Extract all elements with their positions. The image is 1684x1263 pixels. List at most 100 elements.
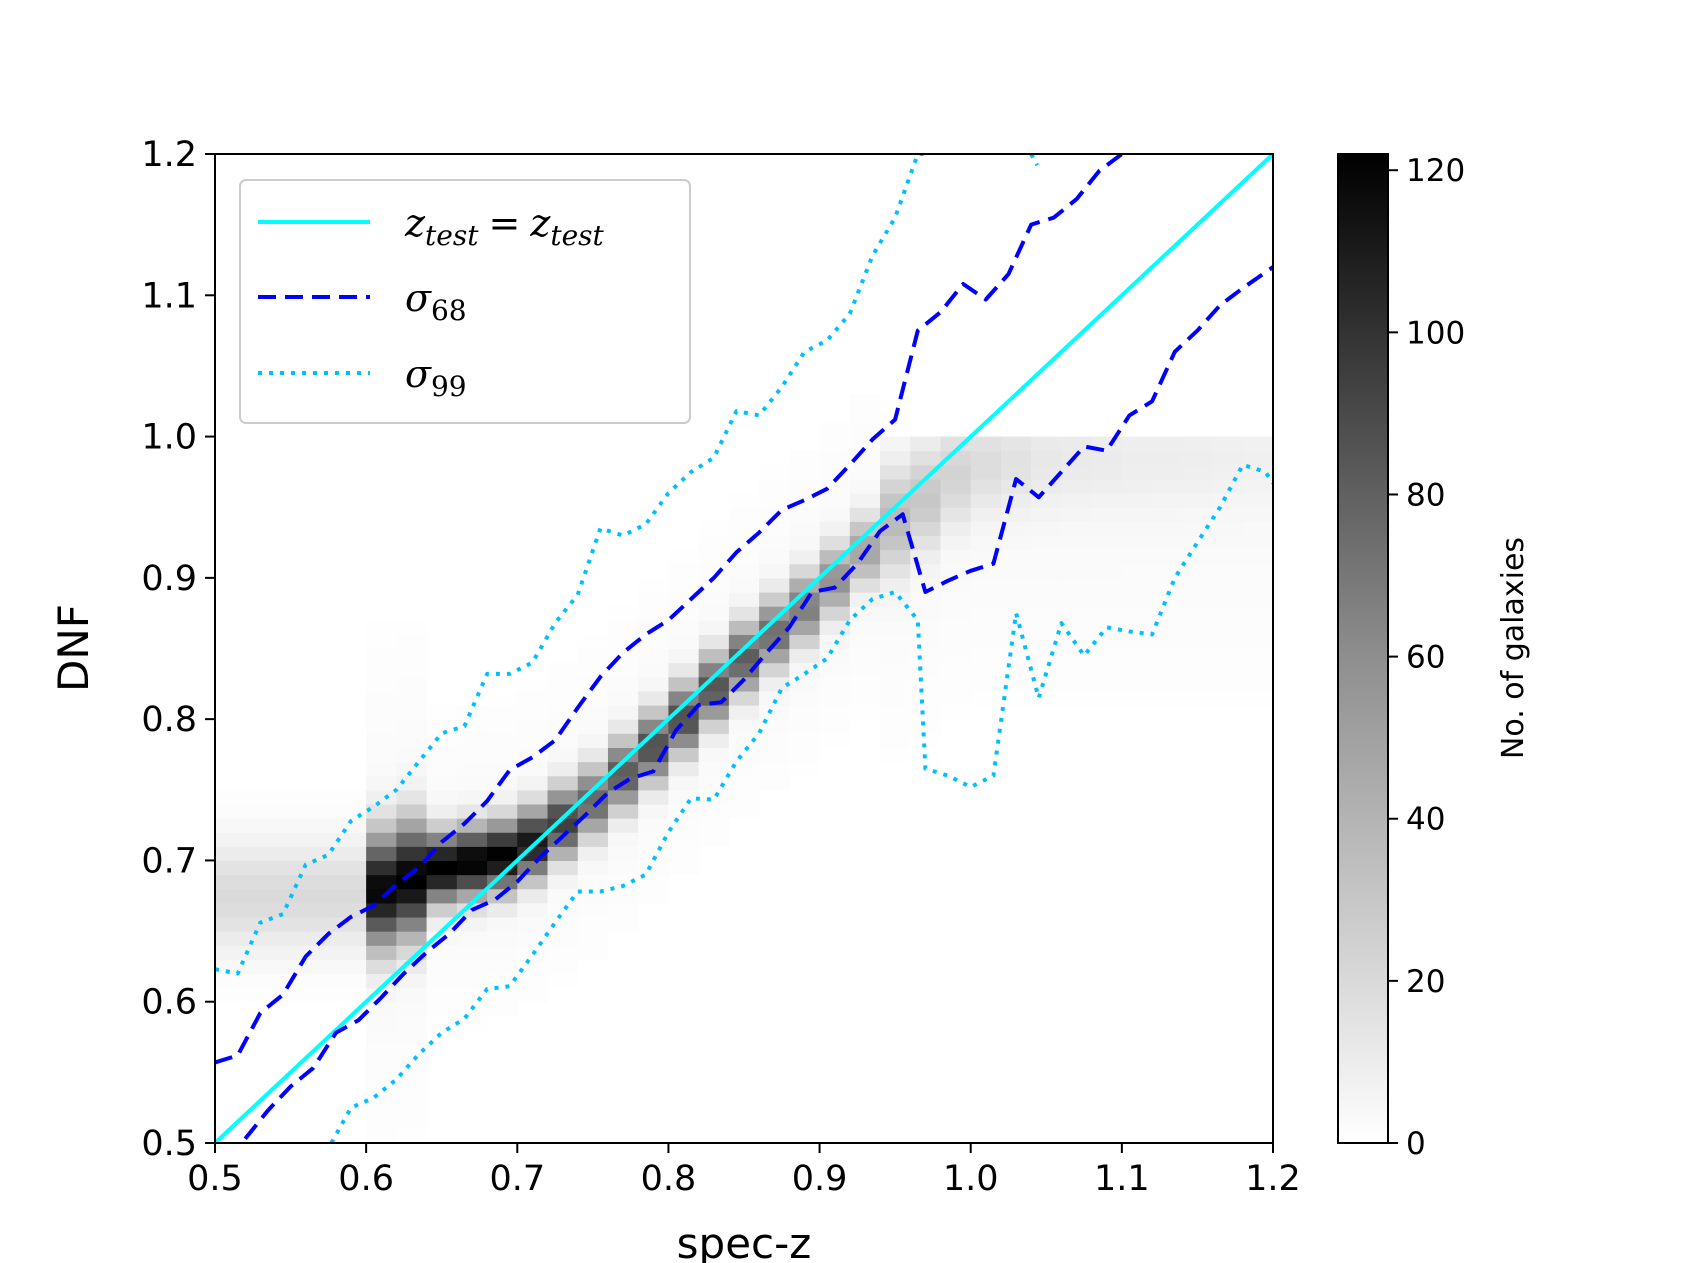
heatmap-cell xyxy=(1121,648,1153,664)
heatmap-cell xyxy=(456,860,488,876)
heatmap-cell xyxy=(1091,634,1123,650)
heatmap-cell xyxy=(577,634,609,650)
heatmap-cell xyxy=(607,874,639,890)
heatmap-cell xyxy=(789,507,821,522)
heatmap-cell xyxy=(366,803,397,819)
heatmap-cell xyxy=(366,846,397,862)
heatmap-cell xyxy=(366,1058,397,1073)
heatmap-cell xyxy=(849,478,881,494)
heatmap-cell xyxy=(577,705,609,720)
heatmap-cell xyxy=(607,620,639,635)
heatmap-cell xyxy=(396,775,428,791)
heatmap-cell xyxy=(1242,507,1273,522)
heatmap-cell xyxy=(1152,634,1183,650)
heatmap-cell xyxy=(819,690,851,706)
heatmap-cell xyxy=(880,747,911,763)
heatmap-cell xyxy=(456,803,488,819)
heatmap-cell xyxy=(1212,549,1244,565)
heatmap-cell xyxy=(789,591,821,607)
x-tick-label: 0.6 xyxy=(338,1159,394,1199)
heatmap-cell xyxy=(970,676,1002,692)
heatmap-cell xyxy=(1212,620,1244,635)
heatmap-cell xyxy=(547,945,579,960)
heatmap-cell xyxy=(1242,591,1273,607)
heatmap-cell xyxy=(1182,648,1214,664)
heatmap-cell xyxy=(245,902,277,918)
heatmap-cell xyxy=(1152,676,1183,692)
heatmap-cell xyxy=(668,606,700,621)
heatmap-cell xyxy=(970,521,1002,537)
heatmap-cell xyxy=(849,690,881,706)
heatmap-cell xyxy=(577,860,609,876)
heatmap-cell xyxy=(547,874,579,890)
heatmap-cell xyxy=(910,733,942,748)
series-line-dotted xyxy=(215,154,929,976)
heatmap-cell xyxy=(1000,450,1032,466)
heatmap-cell xyxy=(487,945,518,960)
heatmap-cell xyxy=(728,507,760,522)
series-line-dotted xyxy=(329,462,1273,1143)
heatmap-cell xyxy=(305,959,337,975)
colorbar-tick-label: 80 xyxy=(1406,477,1445,513)
colorbar-gradient xyxy=(1338,154,1388,1143)
heatmap-cell xyxy=(305,888,337,904)
heatmap-cell xyxy=(547,690,579,706)
heatmap-cell xyxy=(366,705,397,720)
y-tick-label: 0.7 xyxy=(141,841,197,881)
heatmap-cell xyxy=(1061,676,1093,692)
heatmap-cell xyxy=(910,591,942,607)
heatmap-cell xyxy=(1212,521,1244,537)
series-line-dotted xyxy=(1029,154,1039,167)
heatmap-cell xyxy=(396,987,428,1003)
heatmap-cell xyxy=(396,1001,428,1017)
heatmap-cell xyxy=(1212,493,1244,508)
heatmap-cell xyxy=(1121,620,1153,635)
heatmap-cell xyxy=(668,620,700,635)
heatmap-cell xyxy=(1031,521,1062,537)
heatmap-cell xyxy=(305,945,337,960)
heatmap-cell xyxy=(1000,648,1032,664)
heatmap-cell xyxy=(215,987,246,1003)
heatmap-cell xyxy=(547,662,579,678)
heatmap-cell xyxy=(1182,634,1214,650)
heatmap-cell xyxy=(849,535,881,551)
heatmap-cell xyxy=(1091,478,1123,494)
heatmap-cell xyxy=(1000,436,1032,452)
heatmap-cell xyxy=(215,832,246,847)
heatmap-cell xyxy=(849,563,881,579)
heatmap-cell xyxy=(819,662,851,678)
heatmap-cell xyxy=(577,945,609,960)
heatmap-cell xyxy=(607,888,639,904)
heatmap-cell xyxy=(366,690,397,706)
heatmap-cell xyxy=(215,789,246,805)
heatmap-cell xyxy=(759,775,790,791)
heatmap-cell xyxy=(396,902,428,918)
heatmap-cell xyxy=(1000,620,1032,635)
heatmap-cell xyxy=(910,662,942,678)
heatmap-cell xyxy=(1121,436,1153,452)
heatmap-cell xyxy=(366,1100,397,1116)
heatmap-cell xyxy=(1121,662,1153,678)
heatmap-cell xyxy=(1031,507,1062,522)
heatmap-cell xyxy=(819,620,851,635)
heatmap-cell xyxy=(849,549,881,565)
heatmap-cell xyxy=(487,846,518,862)
heatmap-cell xyxy=(487,931,518,946)
heatmap-cell xyxy=(849,620,881,635)
heatmap-cell xyxy=(396,620,428,635)
heatmap-cell xyxy=(789,549,821,565)
heatmap-cell xyxy=(819,676,851,692)
heatmap-cell xyxy=(668,690,700,706)
heatmap-cell xyxy=(547,789,579,805)
heatmap-cell xyxy=(396,761,428,777)
heatmap-cell xyxy=(396,846,428,862)
heatmap-cell xyxy=(426,761,458,777)
heatmap-cell xyxy=(668,747,700,763)
heatmap-cell xyxy=(396,690,428,706)
heatmap-cell xyxy=(759,719,790,734)
heatmap-cell xyxy=(577,648,609,664)
heatmap-cell xyxy=(335,931,367,946)
heatmap-cell xyxy=(880,535,911,551)
heatmap-cell xyxy=(456,832,488,847)
heatmap-cell xyxy=(396,634,428,650)
